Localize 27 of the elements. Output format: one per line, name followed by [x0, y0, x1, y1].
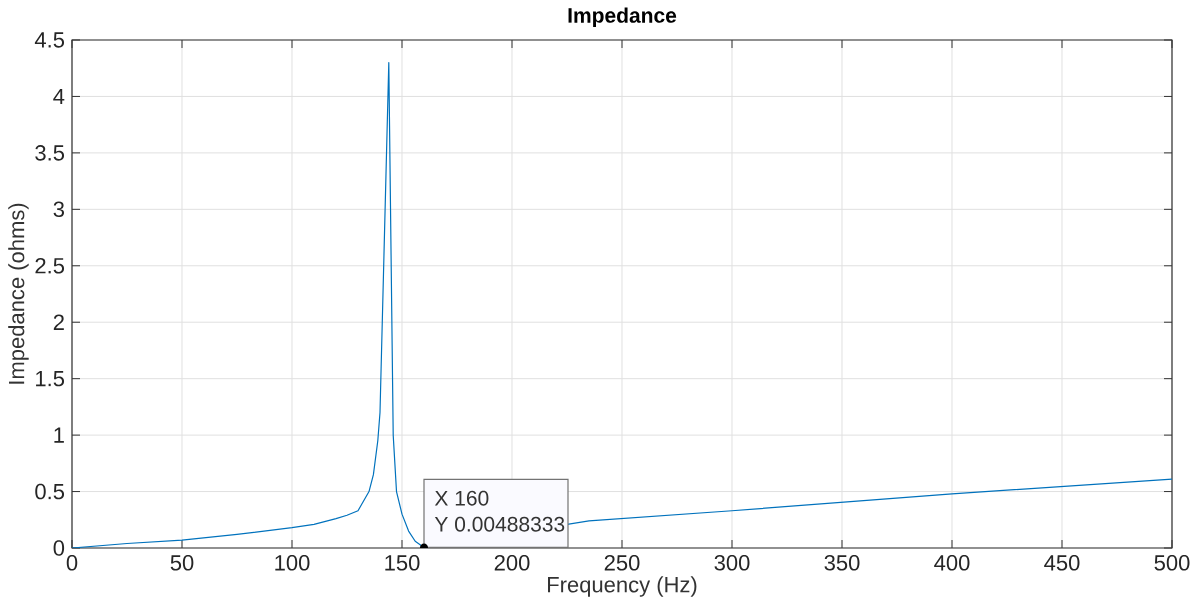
- x-axis-title: Frequency (Hz): [548, 576, 697, 597]
- x-tick-label: 50: [170, 555, 194, 571]
- x-tick-label: 350: [824, 555, 860, 571]
- y-tick-label: 2.5: [35, 257, 65, 274]
- y-tick-label: 4.5: [34, 32, 65, 48]
- x-tick-label: 450: [1044, 555, 1080, 571]
- y-tick-label: 1.5: [36, 371, 65, 387]
- y-tick-label: 1: [54, 427, 64, 443]
- x-tick-label: 300: [714, 555, 750, 571]
- y-tick-label: 3.5: [35, 145, 65, 161]
- y-tick-label: 0: [53, 540, 65, 556]
- x-tick-label: 150: [385, 555, 420, 571]
- y-axis-title: Impedance (ohms): [8, 203, 29, 384]
- y-tick-label: 4: [53, 88, 65, 105]
- y-tick-label: 0.5: [35, 483, 65, 500]
- annotation: Y 0.00488333: [434, 516, 565, 532]
- y-tick-label: 3: [53, 201, 65, 218]
- chart-title: Impedance: [568, 7, 677, 27]
- x-tick-label: 500: [1154, 555, 1190, 571]
- y-tick-label: 2: [53, 314, 64, 330]
- annotation: X 160: [434, 490, 489, 506]
- line-series: [72, 61, 1172, 548]
- x-tick-label: 250: [604, 555, 640, 571]
- x-tick-label: 0: [66, 555, 78, 571]
- x-tick-label: 400: [934, 555, 970, 571]
- x-tick-label: 100: [275, 555, 310, 571]
- x-tick-label: 200: [494, 555, 530, 571]
